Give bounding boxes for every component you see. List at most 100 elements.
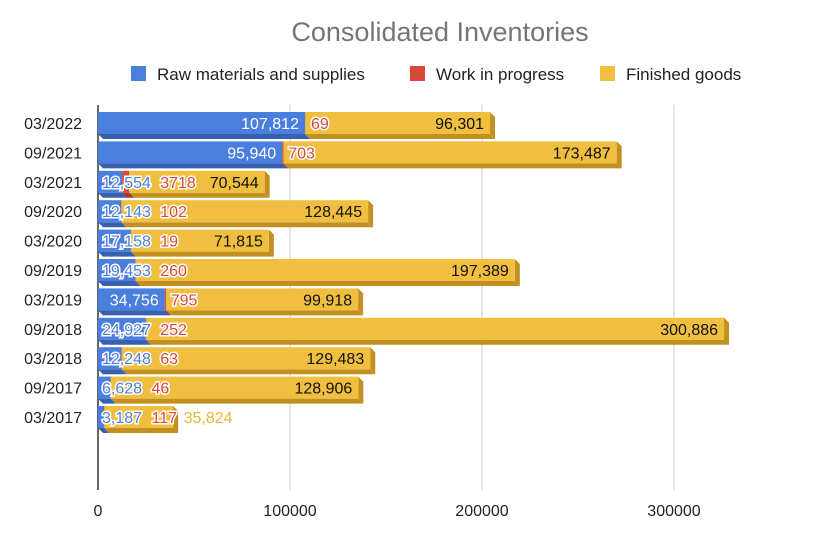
bar-depth xyxy=(98,192,128,198)
bar-segment xyxy=(98,288,165,311)
x-tick-label: 100000 xyxy=(263,503,316,520)
data-label: 71,815 xyxy=(214,234,263,251)
data-label: 703 xyxy=(288,145,315,162)
bar-depth xyxy=(110,398,116,404)
bar-depth xyxy=(305,134,496,139)
data-label: 128,906 xyxy=(294,381,352,398)
bar-side xyxy=(264,170,270,198)
data-label: 3718 xyxy=(160,175,196,192)
bar-depth xyxy=(98,339,151,345)
data-label: 17,158 xyxy=(102,234,151,251)
bar-depth xyxy=(121,369,376,375)
bar-segment xyxy=(98,170,123,193)
bar-depth xyxy=(283,163,622,169)
bar-segment xyxy=(98,317,146,340)
bar-depth xyxy=(130,251,136,257)
chart-title: Consolidated Inventories xyxy=(291,17,588,47)
data-label: 117 xyxy=(152,410,178,427)
data-label: 252 xyxy=(160,322,187,339)
bar-segment xyxy=(130,229,269,252)
bar-segment xyxy=(145,317,147,340)
data-label: 34,756 xyxy=(110,292,159,309)
bar-segment xyxy=(121,347,371,370)
y-tick-label: 09/2018 xyxy=(24,322,82,339)
bar-side xyxy=(173,406,179,433)
bar-segment xyxy=(98,376,111,399)
bar-depth xyxy=(110,398,364,404)
data-label: 19 xyxy=(160,234,178,251)
bar-depth xyxy=(130,251,274,257)
data-label: 12,248 xyxy=(102,351,151,368)
bar-depth xyxy=(98,222,127,228)
data-label: 19,453 xyxy=(102,263,151,280)
bars: 107,812 69 96,301 95,940 703 173,487 12,554 371… xyxy=(98,112,730,433)
bar-segment xyxy=(98,347,122,370)
bar-depth xyxy=(98,369,127,375)
legend-label: Work in progress xyxy=(436,65,564,84)
bar-depth xyxy=(122,192,135,198)
bar-depth xyxy=(146,339,730,345)
legend-swatch xyxy=(131,66,146,81)
y-tick-label: 09/2017 xyxy=(24,381,82,398)
data-label: 129,483 xyxy=(306,351,364,368)
bar-side xyxy=(358,376,364,404)
bar-depth xyxy=(166,310,364,316)
legend-swatch xyxy=(600,66,615,81)
bar-side xyxy=(370,347,376,375)
bar-depth xyxy=(98,398,116,404)
bar-segment xyxy=(135,259,136,281)
data-label: 63 xyxy=(160,351,178,368)
legend-label: Finished goods xyxy=(626,65,741,84)
bar-segment xyxy=(283,141,617,164)
bar-segment xyxy=(166,288,359,311)
data-label: 128,445 xyxy=(304,204,362,221)
bar-segment xyxy=(104,406,174,428)
x-tick-label: 300000 xyxy=(647,503,700,520)
data-label: 95,940 xyxy=(227,145,276,162)
bar-depth xyxy=(98,134,310,139)
bar-depth xyxy=(129,192,270,198)
bar-segment xyxy=(98,229,131,252)
data-label: 102 xyxy=(160,204,187,221)
bar-segment xyxy=(282,141,284,164)
data-label: 46 xyxy=(152,381,170,398)
bar-segment xyxy=(164,288,167,311)
data-label: 12,554 xyxy=(102,175,151,192)
data-label: 99,918 xyxy=(303,292,352,309)
x-tick-label: 0 xyxy=(94,503,103,520)
bar-depth xyxy=(135,281,520,286)
x-axis-labels: 0 100000 200000 300000 xyxy=(94,503,701,520)
bar-side xyxy=(490,112,496,139)
bar-depth xyxy=(104,428,110,433)
data-label: 69 xyxy=(311,116,329,133)
data-label: 35,824 xyxy=(184,410,233,427)
bar-segment xyxy=(129,170,265,193)
data-label: 173,487 xyxy=(553,145,611,162)
bar-depth xyxy=(145,339,152,345)
data-label: 6,628 xyxy=(102,381,142,398)
bar-depth xyxy=(98,251,136,257)
bar-segment xyxy=(98,406,105,428)
bar-segment xyxy=(98,141,283,164)
y-tick-label: 09/2021 xyxy=(24,145,82,162)
data-label: 70,544 xyxy=(210,175,259,192)
data-label: 795 xyxy=(171,292,198,309)
data-label: 300,886 xyxy=(660,322,718,339)
bar-segment xyxy=(98,259,136,281)
bar-side xyxy=(514,259,520,286)
y-tick-label: 03/2017 xyxy=(24,410,82,427)
bar-depth xyxy=(304,134,311,139)
data-label: 197,389 xyxy=(451,263,509,280)
bar-depth xyxy=(121,369,127,375)
bar-depth xyxy=(104,428,179,433)
bar-segment xyxy=(122,170,130,193)
bar-depth xyxy=(98,428,110,433)
y-tick-label: 09/2020 xyxy=(24,204,82,221)
bar-depth xyxy=(98,281,141,286)
x-tick-label: 200000 xyxy=(455,503,508,520)
data-label: 96,301 xyxy=(435,116,484,133)
y-tick-label: 03/2021 xyxy=(24,175,82,192)
data-label: 107,812 xyxy=(241,116,299,133)
bar-depth xyxy=(98,310,170,316)
